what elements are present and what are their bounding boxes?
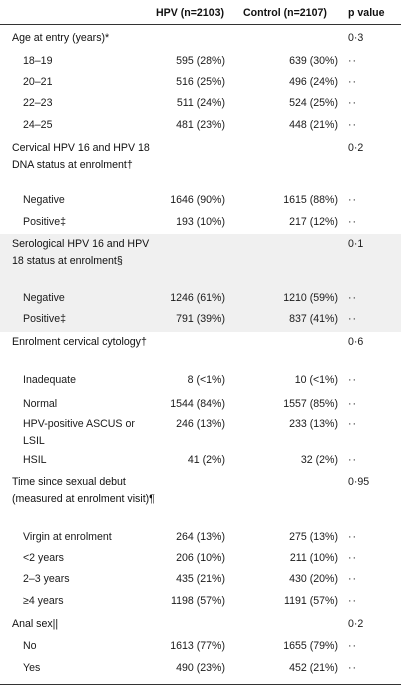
row-label: 24–25: [23, 119, 53, 131]
control-value: 1557 (85%): [283, 398, 338, 410]
row-p-value: ··: [348, 662, 358, 674]
control-value: 837 (41%): [289, 313, 338, 325]
row-label: 18–19: [23, 55, 53, 67]
hpv-value: 1646 (90%): [170, 194, 225, 206]
section-title: Enrolment cervical cytology†: [12, 336, 147, 348]
section-p-value: 0·3: [348, 32, 364, 44]
control-value: 211 (10%): [289, 552, 338, 564]
hpv-value: 791 (39%): [176, 313, 225, 325]
row-p-value: ··: [348, 97, 358, 109]
section-p-value: 0·6: [348, 336, 364, 348]
hpv-value: 193 (10%): [176, 216, 225, 228]
control-value: 1210 (59%): [283, 292, 338, 304]
control-value: 448 (21%): [289, 119, 338, 131]
section-serological-status: Serological HPV 16 and HPV 18 status at …: [0, 234, 401, 332]
row-label: 22–23: [23, 97, 53, 109]
control-value: 32 (2%): [300, 454, 338, 466]
section-cervical-cytology: Enrolment cervical cytology† 0·6 Inadequ…: [0, 332, 401, 472]
control-value: 452 (21%): [289, 662, 338, 674]
control-value: 496 (24%): [289, 76, 338, 88]
section-p-value: 0·1: [348, 238, 364, 250]
row-p-value: ··: [348, 76, 358, 88]
row-label: ≥4 years: [23, 595, 64, 607]
row-label: Negative: [23, 292, 65, 304]
hpv-value: 1544 (84%): [170, 398, 225, 410]
table-header: HPV (n=2103) Control (n=2107) p value: [0, 0, 401, 25]
row-label: Virgin at enrolment: [23, 531, 112, 543]
section-p-value: 0·95: [348, 476, 370, 488]
section-anal-sex: Anal sex|| 0·2 No 1613 (77%) 1655 (79%) …: [0, 614, 401, 684]
row-p-value: ··: [348, 595, 358, 607]
row-p-value: ··: [348, 531, 358, 543]
row-p-value: ··: [348, 573, 358, 585]
control-value: 430 (20%): [289, 573, 338, 585]
hpv-value: 516 (25%): [176, 76, 225, 88]
section-title: Age at entry (years)*: [12, 32, 110, 44]
row-p-value: ··: [348, 552, 358, 564]
row-label: Positive‡: [23, 313, 66, 325]
row-p-value: ··: [348, 292, 358, 304]
section-title: Anal sex||: [12, 618, 59, 630]
control-value: 275 (13%): [289, 531, 338, 543]
row-p-value: ··: [348, 313, 358, 325]
control-value: 639 (30%): [289, 55, 338, 67]
hpv-value: 41 (2%): [187, 454, 225, 466]
control-value: 1191 (57%): [284, 595, 338, 607]
row-p-value: ··: [348, 55, 358, 67]
row-p-value: ··: [348, 374, 358, 386]
section-time-since-sexual-debut: Time since sexual debut (measured at enr…: [0, 472, 401, 614]
hpv-value: 8 (<1%): [187, 374, 225, 386]
hpv-value: 246 (13%): [176, 418, 225, 430]
row-p-value: ··: [348, 398, 358, 410]
section-title: Time since sexual debut (measured at enr…: [12, 476, 155, 505]
section-cervical-dna-status: Cervical HPV 16 and HPV 18 DNA status at…: [0, 138, 401, 234]
hpv-value: 511 (24%): [176, 97, 225, 109]
control-value: 233 (13%): [289, 418, 338, 430]
hpv-value: 1246 (61%): [170, 292, 225, 304]
control-value: 10 (<1%): [294, 374, 338, 386]
row-label: 20–21: [23, 76, 53, 88]
row-label: <2 years: [23, 552, 64, 564]
section-age: Age at entry (years)* 0·3 18–19 595 (28%…: [0, 24, 401, 138]
hpv-value: 435 (21%): [176, 573, 225, 585]
row-p-value: ··: [348, 640, 358, 652]
control-value: 1655 (79%): [283, 640, 338, 652]
row-p-value: ··: [348, 454, 358, 466]
section-title: Serological HPV 16 and HPV 18 status at …: [12, 238, 150, 267]
section-p-value: 0·2: [348, 618, 364, 630]
hpv-value: 595 (28%): [176, 55, 225, 67]
control-value: 1615 (88%): [283, 194, 338, 206]
row-label: Normal: [23, 398, 58, 410]
hpv-value: 206 (10%): [176, 552, 225, 564]
row-label: Yes: [23, 662, 41, 674]
row-p-value: ··: [348, 119, 358, 131]
row-p-value: ··: [348, 418, 358, 430]
hpv-value: 1613 (77%): [170, 640, 225, 652]
row-p-value: ··: [348, 216, 358, 228]
row-label: HSIL: [23, 454, 47, 466]
hpv-value: 1198 (57%): [171, 595, 225, 607]
column-header-hpv: HPV (n=2103): [156, 7, 225, 19]
section-title: Cervical HPV 16 and HPV 18 DNA status at…: [12, 142, 150, 171]
row-p-value: ··: [348, 194, 358, 206]
row-label: Positive‡: [23, 216, 66, 228]
row-label: No: [23, 640, 37, 652]
control-value: 217 (12%): [289, 216, 338, 228]
row-label: Inadequate: [23, 374, 77, 386]
column-header-control: Control (n=2107): [243, 7, 327, 19]
control-value: 524 (25%): [289, 97, 338, 109]
hpv-value: 490 (23%): [176, 662, 225, 674]
row-label: 2–3 years: [23, 573, 70, 585]
column-header-p-value: p value: [348, 7, 385, 19]
section-p-value: 0·2: [348, 142, 364, 154]
row-label: HPV-positive ASCUS or LSIL: [23, 418, 135, 447]
hpv-value: 264 (13%): [176, 531, 225, 543]
row-label: Negative: [23, 194, 65, 206]
hpv-value: 481 (23%): [176, 119, 225, 131]
